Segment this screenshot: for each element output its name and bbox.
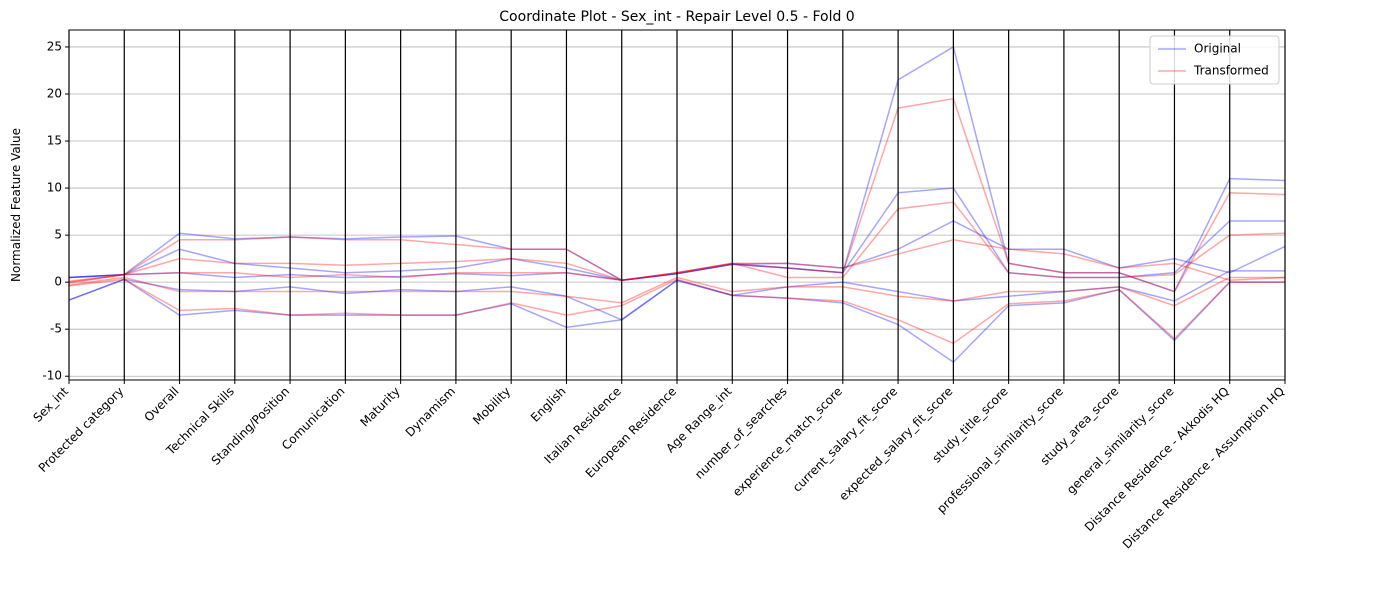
y-tick-label: 0 bbox=[54, 275, 62, 289]
x-tick-label: Sex_int bbox=[30, 384, 71, 425]
legend-box bbox=[1149, 35, 1280, 85]
plot-frame bbox=[68, 29, 1286, 381]
y-tick-label: 15 bbox=[47, 134, 62, 148]
y-axis-label: Normalized Feature Value bbox=[9, 128, 23, 282]
x-tick-label: Dynamism bbox=[403, 384, 458, 439]
x-tick-label: expected_salary_fit_score bbox=[836, 384, 955, 503]
y-tick-label: 5 bbox=[54, 228, 62, 242]
x-tick-label: general_similarity_score bbox=[1064, 384, 1177, 497]
x-tick-label: Maturity bbox=[357, 384, 402, 429]
x-tick-label: European Residence bbox=[583, 384, 679, 480]
y-tick-label: 10 bbox=[47, 181, 62, 195]
x-tick-label: number_of_searches bbox=[692, 384, 790, 482]
chart-title: Coordinate Plot - Sex_int - Repair Level… bbox=[499, 9, 854, 25]
x-tick-label: English bbox=[528, 384, 569, 425]
x-tick-label: Mobility bbox=[470, 384, 513, 427]
legend-label: Transformed bbox=[1193, 64, 1269, 78]
legend-label: Original bbox=[1194, 42, 1241, 56]
x-tick-label: experience_match_score bbox=[730, 384, 845, 499]
y-tick-label: -5 bbox=[50, 322, 62, 336]
y-tick-label: -10 bbox=[42, 369, 62, 383]
y-tick-label: 25 bbox=[47, 39, 62, 53]
x-tick-label: current_salary_fit_score bbox=[790, 384, 900, 494]
x-tick-label: Overall bbox=[141, 384, 181, 424]
y-tick-label: 20 bbox=[47, 86, 62, 100]
